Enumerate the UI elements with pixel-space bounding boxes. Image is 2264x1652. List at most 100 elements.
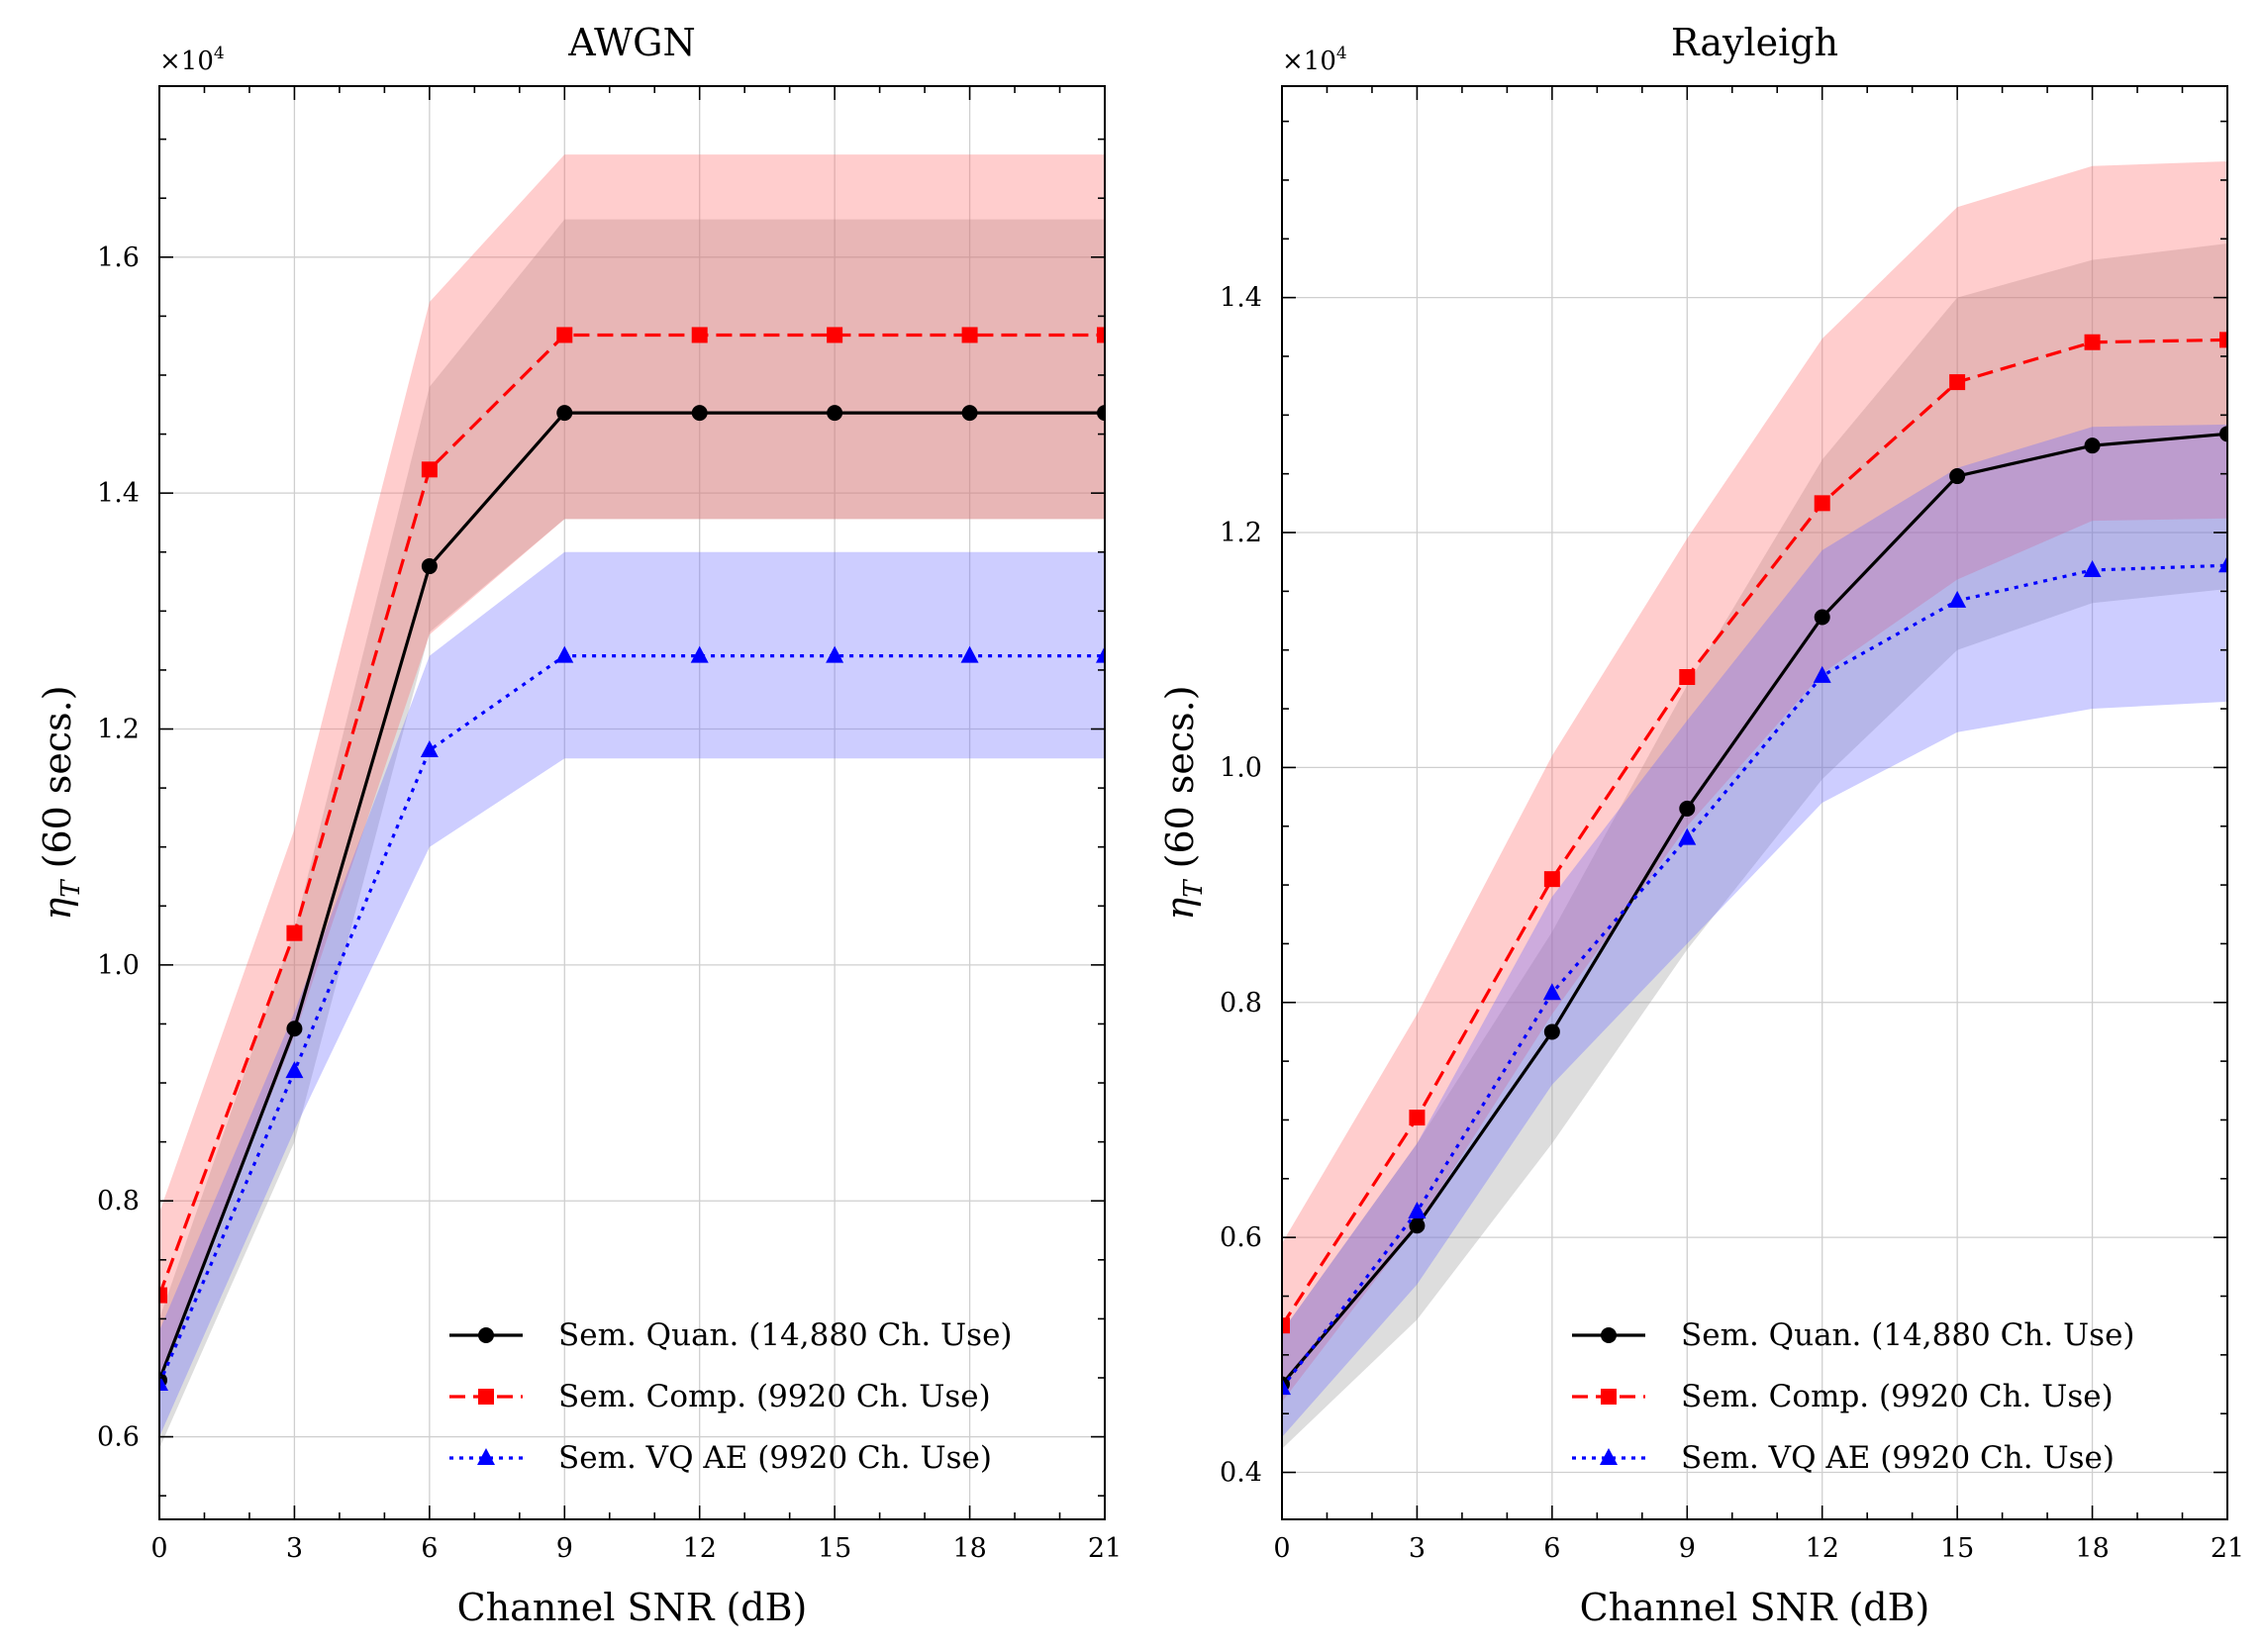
legend-item: Sem. Comp. (9920 Ch. Use): [1572, 1379, 2114, 1414]
x-axis-label: Channel SNR (dB): [457, 1586, 808, 1629]
data-point: [961, 405, 978, 422]
confidence-band: [1282, 424, 2227, 1437]
x-tick-label: 9: [556, 1533, 573, 1564]
x-tick-label: 15: [1940, 1533, 1974, 1564]
data-point: [961, 327, 978, 343]
legend-label: Sem. Quan. (14,880 Ch. Use): [558, 1317, 1013, 1353]
legend-item: Sem. VQ AE (9920 Ch. Use): [1572, 1440, 2115, 1476]
x-tick-label: 3: [286, 1533, 303, 1564]
series-line: [159, 411, 1105, 1381]
confidence-band: [159, 551, 1105, 1437]
y-tick-label: 0.6: [1220, 1222, 1262, 1253]
x-tick-label: 0: [1273, 1533, 1290, 1564]
data-point: [2219, 332, 2227, 348]
data-point: [1408, 1202, 1427, 1219]
ticks: [158, 86, 1106, 1519]
confidence-band: [159, 219, 1105, 1449]
data-point: [1679, 669, 1696, 686]
x-tick-label: 21: [2211, 1533, 2244, 1564]
data-point: [1409, 1217, 1426, 1234]
legend-label: Sem. VQ AE (9920 Ch. Use): [1681, 1440, 2115, 1476]
y-tick-label: 1.0: [97, 950, 140, 981]
ticks: [1281, 86, 2228, 1519]
y-tick-label: 1.0: [1220, 752, 1262, 783]
y-tick-label: 0.6: [97, 1422, 140, 1453]
data-point: [286, 924, 303, 941]
data-point: [827, 405, 843, 422]
y-scale-factor: ×104: [159, 44, 225, 76]
data-point: [1542, 983, 1561, 1001]
series-3: [1282, 555, 2227, 1396]
data-point: [1543, 1023, 1560, 1040]
data-point: [1949, 374, 1966, 391]
legend-label: Sem. Comp. (9920 Ch. Use): [1681, 1379, 2114, 1414]
series-2: [159, 327, 1105, 1304]
chart-title: AWGN: [567, 21, 696, 64]
confidence-band: [1282, 243, 2227, 1449]
data-point: [1814, 609, 1830, 626]
data-point: [421, 558, 438, 575]
y-tick-label: 1.6: [97, 243, 140, 273]
legend-marker: [1600, 1448, 1618, 1465]
data-point: [1097, 405, 1105, 422]
data-point: [960, 645, 979, 663]
legend-marker: [478, 1389, 494, 1405]
legend-item: Sem. Comp. (9920 Ch. Use): [449, 1379, 991, 1414]
legend-marker: [478, 1327, 494, 1343]
confidence-bands: [1282, 160, 2227, 1449]
data-point: [285, 1061, 304, 1079]
series-3: [159, 645, 1105, 1391]
y-tick-label: 0.4: [1220, 1458, 1262, 1489]
data-point: [421, 461, 438, 478]
series-1: [159, 405, 1105, 1389]
series-line: [159, 654, 1105, 1385]
x-tick-label: 6: [421, 1533, 438, 1564]
legend-marker: [1601, 1327, 1617, 1343]
legend-item: Sem. Quan. (14,880 Ch. Use): [449, 1317, 1013, 1353]
grid: [158, 86, 1106, 1519]
series-1: [1282, 426, 2227, 1393]
data-point: [1409, 1110, 1426, 1126]
y-tick-label: 0.8: [97, 1186, 140, 1216]
data-point: [691, 327, 708, 343]
x-tick-label: 3: [1409, 1533, 1426, 1564]
x-tick-label: 9: [1679, 1533, 1696, 1564]
legend-label: Sem. Quan. (14,880 Ch. Use): [1681, 1317, 2135, 1353]
legend-marker: [477, 1448, 495, 1465]
data-point: [690, 645, 709, 663]
series-line: [159, 333, 1105, 1297]
data-point: [556, 405, 573, 422]
y-tick-label: 1.4: [1220, 283, 1262, 314]
legend-marker: [1601, 1389, 1617, 1405]
legend-item: Sem. Quan. (14,880 Ch. Use): [1572, 1317, 2135, 1353]
y-axis-label: ηT (60 secs.): [1158, 685, 1209, 920]
y-scale-factor: ×104: [1282, 44, 1347, 76]
y-axis-label: ηT (60 secs.): [36, 685, 86, 920]
data-point: [159, 1287, 167, 1304]
data-point: [1814, 495, 1830, 512]
data-point: [2219, 426, 2227, 442]
data-point: [1543, 871, 1560, 888]
x-tick-label: 18: [952, 1533, 986, 1564]
legend-label: Sem. Comp. (9920 Ch. Use): [558, 1379, 991, 1414]
chart-panel-awgn: 0 3 6 9 12 15 18 21 0.6 0.8 1.0 1.2 1.4 1.6 ×104 AWGN Ch…: [36, 21, 1122, 1629]
data-point: [2083, 559, 2102, 577]
data-point: [1813, 665, 1831, 683]
series-line: [1282, 338, 2227, 1327]
confidence-bands: [159, 154, 1105, 1449]
x-tick-label: 15: [818, 1533, 851, 1564]
data-point: [2218, 555, 2227, 573]
data-point: [555, 645, 574, 663]
x-tick-label: 12: [683, 1533, 717, 1564]
series-2: [1282, 332, 2227, 1334]
data-point: [556, 327, 573, 343]
x-tick-label: 21: [1088, 1533, 1122, 1564]
data-point: [2084, 334, 2101, 350]
chart-title: Rayleigh: [1671, 21, 1838, 64]
data-point: [1678, 827, 1697, 845]
data-point: [691, 405, 708, 422]
legend: Sem. Quan. (14,880 Ch. Use) Sem. Comp. (9…: [1572, 1317, 2135, 1476]
data-point: [1948, 590, 1967, 608]
data-point: [1096, 645, 1105, 663]
data-point: [826, 645, 844, 663]
